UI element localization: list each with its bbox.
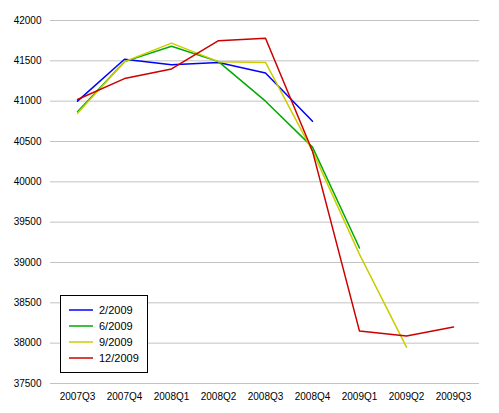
svg-text:2008Q3: 2008Q3 [248, 391, 284, 402]
svg-text:42000: 42000 [14, 15, 42, 26]
svg-text:2007Q4: 2007Q4 [107, 391, 143, 402]
svg-text:2009Q3: 2009Q3 [436, 391, 472, 402]
svg-text:2007Q3: 2007Q3 [60, 391, 96, 402]
html-text:9/2009: 9/2009 [99, 336, 133, 348]
html-text:6/2009: 6/2009 [99, 320, 133, 332]
svg-text:39500: 39500 [14, 216, 42, 227]
svg-text:40500: 40500 [14, 136, 42, 147]
html-text:2/2009: 2/2009 [99, 304, 133, 316]
svg-text:41000: 41000 [14, 95, 42, 106]
svg-text:38500: 38500 [14, 297, 42, 308]
svg-text:39000: 39000 [14, 257, 42, 268]
svg-text:2008Q2: 2008Q2 [201, 391, 237, 402]
svg-text:41500: 41500 [14, 55, 42, 66]
svg-text:2009Q2: 2009Q2 [389, 391, 425, 402]
svg-text:37500: 37500 [14, 378, 42, 389]
svg-text:38000: 38000 [14, 337, 42, 348]
svg-text:2009Q1: 2009Q1 [342, 391, 378, 402]
svg-text:2008Q4: 2008Q4 [295, 391, 331, 402]
svg-text:2008Q1: 2008Q1 [154, 391, 190, 402]
svg-text:40000: 40000 [14, 176, 42, 187]
html-text:12/2009: 12/2009 [99, 352, 139, 364]
